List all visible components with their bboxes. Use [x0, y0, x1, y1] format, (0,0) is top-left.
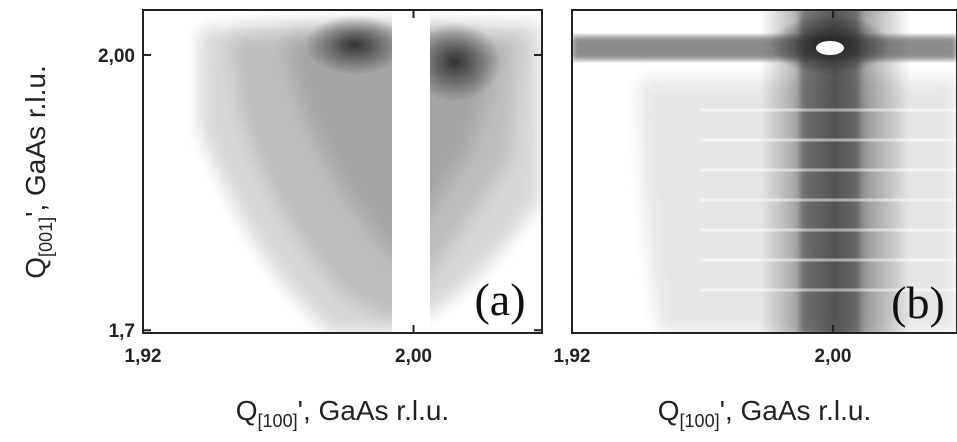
intensity-map-a [143, 10, 542, 333]
axis-label: Q[100]', GaAs r.l.u. [658, 395, 871, 431]
axis-label-rest: ', GaAs r.l.u. [20, 65, 51, 217]
axis-label-sub: [001] [36, 217, 56, 257]
axis-label: Q[100]', GaAs r.l.u. [236, 395, 449, 431]
panel-label: (b) [891, 277, 945, 328]
plot-frame [571, 9, 957, 334]
panel-label: (a) [474, 274, 525, 325]
y-tick-label: 1,7 [109, 321, 135, 342]
x-tick-label: 2,00 [395, 346, 432, 367]
x-tick-label: 2,00 [815, 346, 852, 367]
axis-label-main: Q [236, 395, 258, 426]
axis-label-sub: [100] [258, 411, 298, 431]
axis-label: Q[001]', GaAs r.l.u. [20, 65, 56, 278]
x-tick-label: 1,92 [554, 346, 591, 367]
axis-label-main: Q [20, 257, 51, 279]
plot-frame [142, 9, 543, 334]
axis-label-sub: [100] [680, 411, 720, 431]
x-tick-label: 1,92 [125, 346, 162, 367]
axis-label-main: Q [658, 395, 680, 426]
axis-label-rest: ', GaAs r.l.u. [298, 395, 450, 426]
intensity-map-b [572, 10, 957, 333]
axis-label-rest: ', GaAs r.l.u. [720, 395, 872, 426]
y-tick-label: 2,00 [98, 46, 135, 67]
